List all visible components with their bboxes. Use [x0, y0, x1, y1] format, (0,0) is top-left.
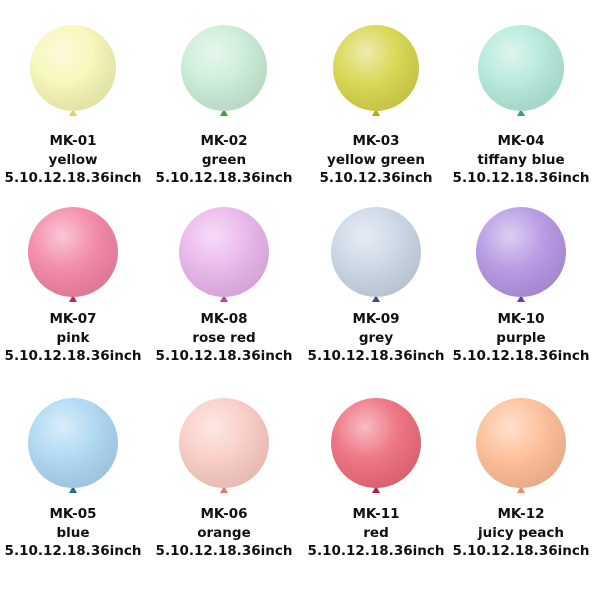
item-sizes: 5.10.12.18.36inch: [453, 348, 590, 364]
item-code: MK-09: [352, 311, 399, 327]
balloon-knot: [220, 295, 228, 302]
item-code: MK-06: [200, 506, 247, 522]
balloon-shine: [476, 398, 566, 488]
item-sizes: 5.10.12.18.36inch: [156, 170, 293, 186]
item-code: MK-07: [49, 311, 96, 327]
balloon-shine: [30, 25, 116, 111]
balloon-knot: [372, 486, 380, 493]
balloon-shine: [181, 25, 267, 111]
item-code: MK-10: [497, 311, 544, 327]
balloon-knot: [517, 295, 525, 302]
item-code: MK-12: [497, 506, 544, 522]
item-sizes: 5.10.12.36inch: [320, 170, 433, 186]
item-name: purple: [496, 330, 545, 346]
item-name: yellow: [49, 152, 98, 168]
item-sizes: 5.10.12.18.36inch: [5, 170, 142, 186]
item-sizes: 5.10.12.18.36inch: [5, 348, 142, 364]
balloon-knot: [69, 109, 77, 116]
item-name: yellow green: [327, 152, 425, 168]
balloon-shine: [179, 207, 269, 297]
item-name: orange: [197, 525, 250, 541]
balloon-shine: [478, 25, 564, 111]
item-code: MK-04: [497, 133, 544, 149]
item-sizes: 5.10.12.18.36inch: [453, 170, 590, 186]
balloon-shine: [179, 398, 269, 488]
item-name: grey: [359, 330, 393, 346]
balloon-shine: [331, 207, 421, 297]
item-name: red: [363, 525, 388, 541]
item-name: green: [202, 152, 246, 168]
balloon-shine: [476, 207, 566, 297]
item-sizes: 5.10.12.18.36inch: [5, 543, 142, 559]
item-code: MK-08: [200, 311, 247, 327]
balloon-knot: [220, 486, 228, 493]
balloon-knot: [517, 109, 525, 116]
item-sizes: 5.10.12.18.36inch: [156, 348, 293, 364]
balloon-shine: [331, 398, 421, 488]
balloon-shine: [28, 398, 118, 488]
balloon-shine: [28, 207, 118, 297]
balloon-knot: [220, 109, 228, 116]
item-code: MK-11: [352, 506, 399, 522]
balloon-knot: [69, 486, 77, 493]
item-name: pink: [57, 330, 91, 346]
balloon-knot: [69, 295, 77, 302]
item-name: tiffany blue: [477, 152, 564, 168]
item-sizes: 5.10.12.18.36inch: [453, 543, 590, 559]
item-sizes: 5.10.12.18.36inch: [156, 543, 293, 559]
item-sizes: 5.10.12.18.36inch: [308, 348, 445, 364]
item-name: rose red: [192, 330, 255, 346]
item-code: MK-03: [352, 133, 399, 149]
balloon-knot: [372, 295, 380, 302]
item-name: juicy peach: [477, 525, 564, 541]
balloon-knot: [372, 109, 380, 116]
balloon-shine: [333, 25, 419, 111]
item-code: MK-01: [49, 133, 96, 149]
item-code: MK-05: [49, 506, 96, 522]
item-code: MK-02: [200, 133, 247, 149]
item-sizes: 5.10.12.18.36inch: [308, 543, 445, 559]
balloon-knot: [517, 486, 525, 493]
item-name: blue: [56, 525, 89, 541]
